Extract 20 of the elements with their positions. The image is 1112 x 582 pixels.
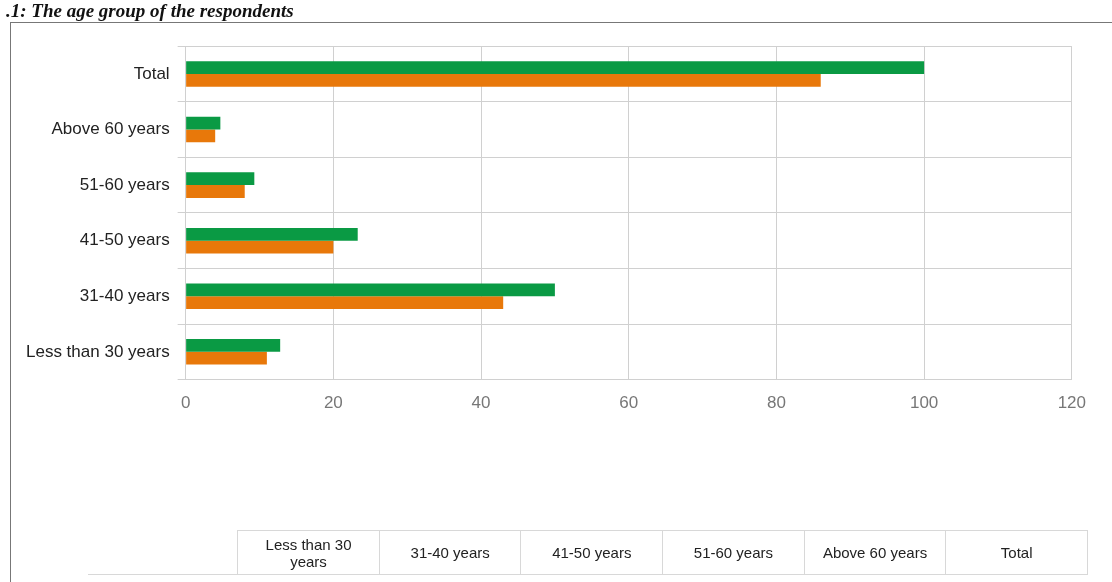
category-label: 51-60 years: [693, 544, 774, 561]
category-label: Above 60 years: [822, 544, 928, 561]
x-tick-label: 0: [180, 393, 191, 413]
x-tick-label: 60: [619, 393, 639, 413]
x-tick-label: 40: [471, 393, 491, 413]
x-tick-label: 120: [1057, 393, 1087, 413]
category-label: Total: [1000, 544, 1033, 561]
category-label: Less than 30 years: [265, 535, 352, 570]
y-tick-label: 41-50 years: [79, 230, 170, 250]
y-tick-label: Above 60 years: [51, 119, 170, 139]
y-tick-label: 31-40 years: [79, 285, 170, 305]
category-label: 31-40 years: [410, 544, 490, 561]
y-tick-label: 51-60 years: [79, 174, 170, 194]
x-tick-label: 80: [766, 393, 786, 413]
category-label: 41-50 years: [552, 544, 632, 561]
y-tick-label: Total: [133, 63, 170, 83]
y-tick-label: Less than 30 years: [25, 341, 170, 361]
x-tick-label: 20: [323, 393, 343, 413]
x-tick-label: 100: [909, 393, 939, 413]
chart-title: .1: The age group of the respondents: [6, 0, 294, 22]
